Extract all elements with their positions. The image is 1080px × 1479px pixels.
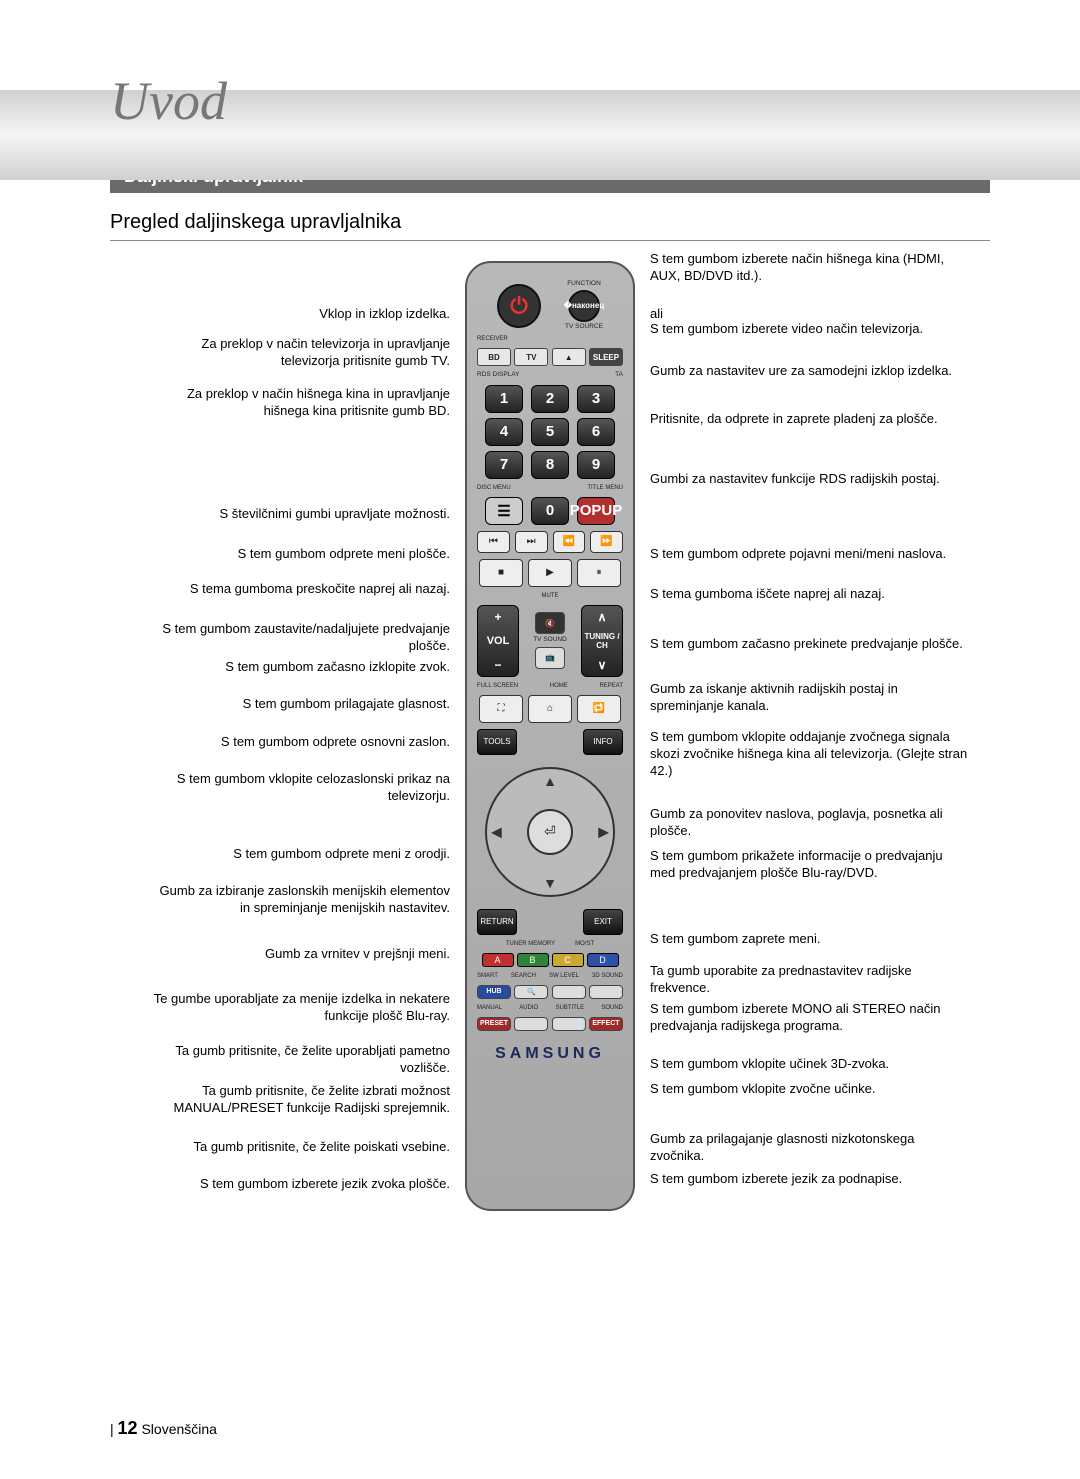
callout-right: S tem gumbom zaprete meni. bbox=[650, 931, 970, 948]
callout-left: S tem gumbom vklopite celozaslonski prik… bbox=[150, 771, 450, 805]
callout-right: Gumb za iskanje aktivnih radijskih posta… bbox=[650, 681, 970, 715]
callout-left: S tem gumbom izberete jezik zvoka plošče… bbox=[150, 1176, 450, 1193]
callout-left: Ta gumb pritisnite, če želite poiskati v… bbox=[150, 1139, 450, 1156]
page-footer: | 12 Slovenščina bbox=[110, 1418, 217, 1439]
callout-right: S tem gumbom izberete MONO ali STEREO na… bbox=[650, 1001, 970, 1035]
callout-left: S tema gumboma preskočite naprej ali naz… bbox=[150, 581, 450, 598]
callout-left: S tem gumbom začasno izklopite zvok. bbox=[150, 659, 450, 676]
callout-left: S tem gumbom prilagajate glasnost. bbox=[150, 696, 450, 713]
callout-right: S tem gumbom začasno prekinete predvajan… bbox=[650, 636, 970, 653]
callout-left: S tem gumbom odprete meni z orodji. bbox=[150, 846, 450, 863]
callout-left: Za preklop v način televizorja in upravl… bbox=[150, 336, 450, 370]
callout-right: Ta gumb uporabite za prednastavitev radi… bbox=[650, 963, 970, 997]
callout-left: S tem gumbom odprete meni plošče. bbox=[150, 546, 450, 563]
callout-right: S tem gumbom izberete video način televi… bbox=[650, 321, 970, 338]
callout-left: Gumb za izbiranje zaslonskih menijskih e… bbox=[150, 883, 450, 917]
callout-left: S številčnimi gumbi upravljate možnosti. bbox=[150, 506, 450, 523]
page-language: Slovenščina bbox=[141, 1421, 217, 1437]
callout-right: Gumb za nastavitev ure za samodejni izkl… bbox=[650, 363, 970, 380]
callout-right: Pritisnite, da odprete in zaprete pladen… bbox=[650, 411, 970, 428]
callout-left: Vklop in izklop izdelka. bbox=[150, 306, 450, 323]
callout-right: S tem gumbom vklopite učinek 3D-zvoka. bbox=[650, 1056, 970, 1073]
callout-left: S tem gumbom odprete osnovni zaslon. bbox=[150, 734, 450, 751]
callout-right: S tem gumbom vklopite oddajanje zvočnega… bbox=[650, 729, 970, 780]
callout-left: Te gumbe uporabljate za menije izdelka i… bbox=[150, 991, 450, 1025]
callout-left: S tem gumbom zaustavite/nadaljujete pred… bbox=[150, 621, 450, 655]
callout-left: Za preklop v način hišnega kina in uprav… bbox=[150, 386, 450, 420]
callout-right: Gumb za prilagajanje glasnosti nizkotons… bbox=[650, 1131, 970, 1165]
callout-left: Ta gumb pritisnite, če želite uporabljat… bbox=[150, 1043, 450, 1077]
chapter-title: Uvod bbox=[110, 70, 990, 132]
remote-diagram: ⏻ FUNCTION �наконец TV SOURCE RECEIVER B… bbox=[110, 251, 990, 1271]
callouts-layer: Vklop in izklop izdelka. Za preklop v nač… bbox=[110, 251, 990, 1271]
subsection-title: Pregled daljinskega upravljalnika bbox=[110, 211, 990, 241]
callout-left: Gumb za vrnitev v prejšnji meni. bbox=[150, 946, 450, 963]
callout-left: Ta gumb pritisnite, če želite izbrati mo… bbox=[150, 1083, 450, 1117]
page-number: 12 bbox=[118, 1418, 138, 1438]
callout-right: S tem gumbom prikažete informacije o pre… bbox=[650, 848, 970, 882]
callout-right: S tem gumbom izberete jezik za podnapise… bbox=[650, 1171, 970, 1188]
callout-right: S tem gumbom vklopite zvočne učinke. bbox=[650, 1081, 970, 1098]
callout-right: S tem gumbom izberete način hišnega kina… bbox=[650, 251, 970, 285]
callout-right: Gumbi za nastavitev funkcije RDS radijsk… bbox=[650, 471, 970, 488]
callout-right: S tem gumbom odprete pojavni meni/meni n… bbox=[650, 546, 970, 563]
callout-right: S tema gumboma iščete naprej ali nazaj. bbox=[650, 586, 970, 603]
callout-right: Gumb za ponovitev naslova, poglavja, pos… bbox=[650, 806, 970, 840]
